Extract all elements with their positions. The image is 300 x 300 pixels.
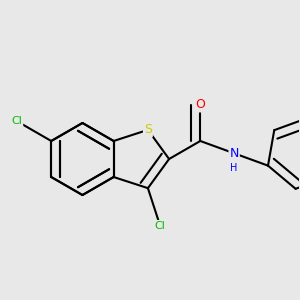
- Text: O: O: [195, 98, 205, 112]
- Text: N: N: [230, 147, 239, 160]
- Text: Cl: Cl: [11, 116, 22, 126]
- Text: Cl: Cl: [155, 221, 166, 231]
- Text: S: S: [144, 123, 152, 136]
- Text: H: H: [230, 163, 238, 173]
